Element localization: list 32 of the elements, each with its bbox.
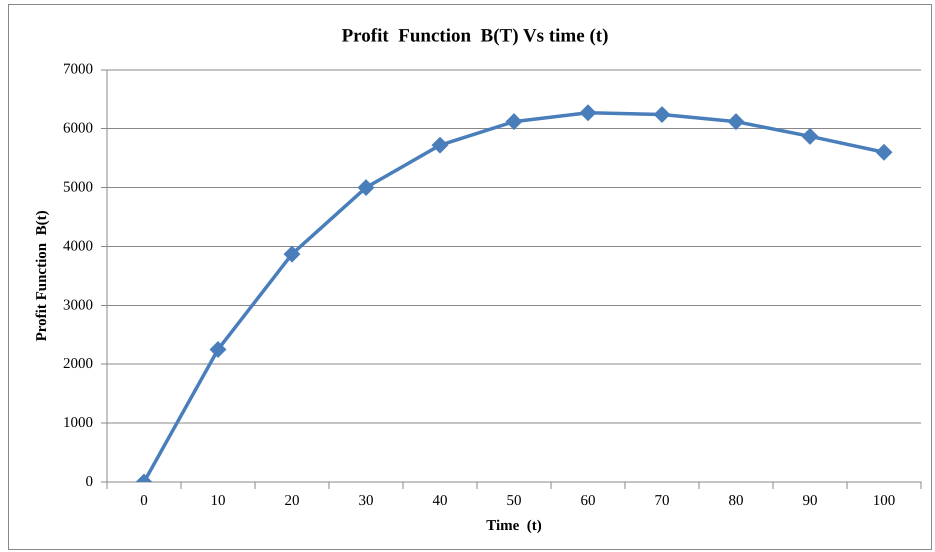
x-tick-label: 90 [802, 492, 818, 509]
point [210, 342, 226, 358]
y-tick-label: 1000 [63, 415, 93, 432]
x-tick-label: 10 [210, 492, 226, 509]
y-tick-label: 7000 [63, 62, 93, 78]
y-tick-label: 2000 [63, 356, 93, 372]
point [654, 106, 670, 122]
x-tick-label: 30 [358, 492, 374, 509]
x-tick-label: 0 [140, 492, 148, 509]
point [284, 246, 300, 262]
x-tick-label: 60 [580, 492, 596, 509]
y-tick-label: 5000 [63, 180, 93, 196]
chart-title: Profit Function B(T) Vs time (t) [342, 25, 608, 46]
y-tick-label: 4000 [63, 238, 93, 254]
x-tick-label: 40 [432, 492, 448, 509]
x-tick-label: 50 [506, 492, 522, 509]
y-tick-label: 0 [86, 474, 93, 490]
y-tick-label: 6000 [63, 120, 93, 137]
point [432, 137, 448, 153]
y-axis-title: Profit Function B(t) [34, 210, 50, 342]
point [580, 105, 596, 121]
x-axis-title: Time (t) [486, 518, 542, 534]
x-tick-label: 100 [872, 492, 896, 509]
x-tick-label: 80 [728, 492, 744, 509]
x-tick-label: 70 [654, 492, 670, 509]
point [506, 114, 522, 130]
point [876, 144, 892, 160]
x-tick-label: 20 [284, 492, 300, 509]
point [728, 114, 744, 130]
point [802, 128, 818, 144]
point [358, 180, 374, 196]
y-tick-label: 3000 [63, 297, 93, 314]
